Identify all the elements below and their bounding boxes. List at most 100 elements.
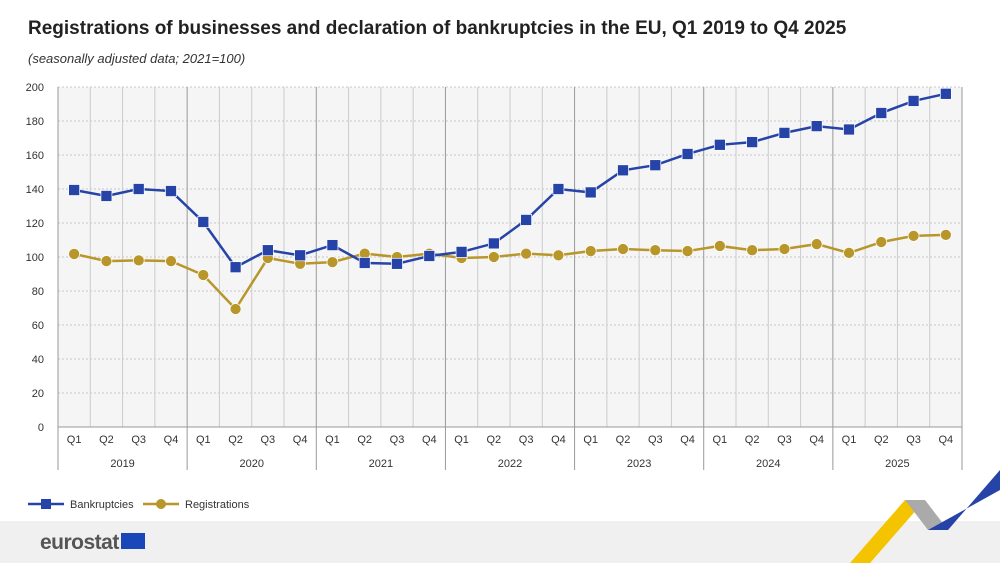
year-label: 2022 [498,458,522,470]
y-tick-label: 20 [32,388,44,400]
y-tick-label: 60 [32,320,44,332]
x-tick-label: Q1 [842,434,857,446]
x-tick-label: Q4 [551,434,566,446]
x-tick-label: Q2 [228,434,243,446]
y-tick-label: 100 [26,252,44,264]
x-tick-label: Q4 [422,434,437,446]
series-line-bankruptcies [73,92,947,269]
data-point [132,254,145,267]
x-tick-label: Q1 [454,434,469,446]
logo-text: eurostat [40,531,119,554]
y-tick-label: 200 [26,82,44,94]
chart-subtitle: (seasonally adjusted data; 2021=100) [28,51,246,66]
data-point [746,136,758,148]
x-tick-label: Q2 [487,434,502,446]
data-point [326,239,339,251]
legend-marker [156,499,166,509]
data-point [843,247,855,259]
eurostat-logo: eurostat [40,531,145,555]
x-tick-label: Q3 [906,434,921,446]
y-tick-label: 120 [26,218,44,230]
x-tick-label: Q4 [680,434,695,446]
year-label: 2021 [369,458,393,470]
legend-marker [41,499,51,509]
x-tick-label: Q2 [99,434,114,446]
data-point [197,216,210,228]
series-line-registrations [73,233,946,312]
year-label: 2020 [239,458,263,470]
data-point [520,214,532,226]
data-point [391,257,403,270]
data-point [229,261,242,274]
data-point [778,243,791,255]
year-label: 2023 [627,458,651,470]
data-point [358,257,371,269]
data-point [552,249,565,262]
y-tick-label: 40 [32,354,44,366]
x-tick-label: Q1 [196,434,211,446]
y-tick-label: 140 [26,184,44,196]
y-tick-label: 80 [32,286,44,298]
legend-label: Registrations [185,499,250,511]
footer: eurostat [0,521,1000,563]
x-tick-label: Q1 [713,434,728,446]
data-point [488,237,500,250]
data-point [100,190,113,202]
x-tick-label: Q2 [874,434,889,446]
x-tick-label: Q3 [777,434,792,446]
x-tick-label: Q2 [357,434,372,446]
data-point [746,244,758,257]
data-point [875,107,888,119]
x-tick-label: Q3 [261,434,276,446]
x-tick-label: Q3 [131,434,146,446]
data-point [165,185,177,197]
x-tick-label: Q3 [519,434,534,446]
data-point [810,120,823,132]
data-point [714,138,726,151]
x-tick-label: Q1 [67,434,82,446]
data-point [617,164,629,177]
x-tick-label: Q1 [583,434,598,446]
data-point [100,255,113,267]
y-tick-label: 160 [26,150,44,162]
data-point [907,95,920,107]
data-point [584,186,597,199]
data-point [294,249,306,262]
x-tick-label: Q2 [616,434,631,446]
x-tick-label: Q4 [939,434,954,446]
data-point [778,127,791,139]
data-point [552,183,565,195]
year-label: 2025 [885,458,909,470]
data-point [488,251,500,263]
data-point [520,247,532,260]
x-tick-label: Q4 [293,434,308,446]
data-point [455,246,468,258]
data-point [681,245,694,257]
data-point [907,230,920,242]
data-point [584,245,597,257]
y-tick-label: 0 [38,422,44,434]
legend-label: Bankruptcies [70,499,134,511]
data-point [165,255,177,267]
year-label: 2019 [110,458,134,470]
data-point [132,183,145,195]
data-point [875,236,888,248]
chart-title: Registrations of businesses and declarat… [28,18,847,39]
data-point [197,269,210,281]
x-tick-label: Q3 [648,434,663,446]
eu-flag-icon [120,533,145,550]
data-point [843,123,855,136]
year-label: 2024 [756,458,780,470]
data-point [68,248,80,260]
data-point [617,243,629,255]
x-tick-label: Q1 [325,434,340,446]
data-point [262,244,274,257]
data-point [714,240,726,252]
data-point [810,238,823,250]
x-tick-label: Q4 [809,434,824,446]
data-point [681,148,694,160]
data-point [229,303,242,315]
data-point [940,87,952,100]
y-tick-label: 180 [26,116,44,128]
